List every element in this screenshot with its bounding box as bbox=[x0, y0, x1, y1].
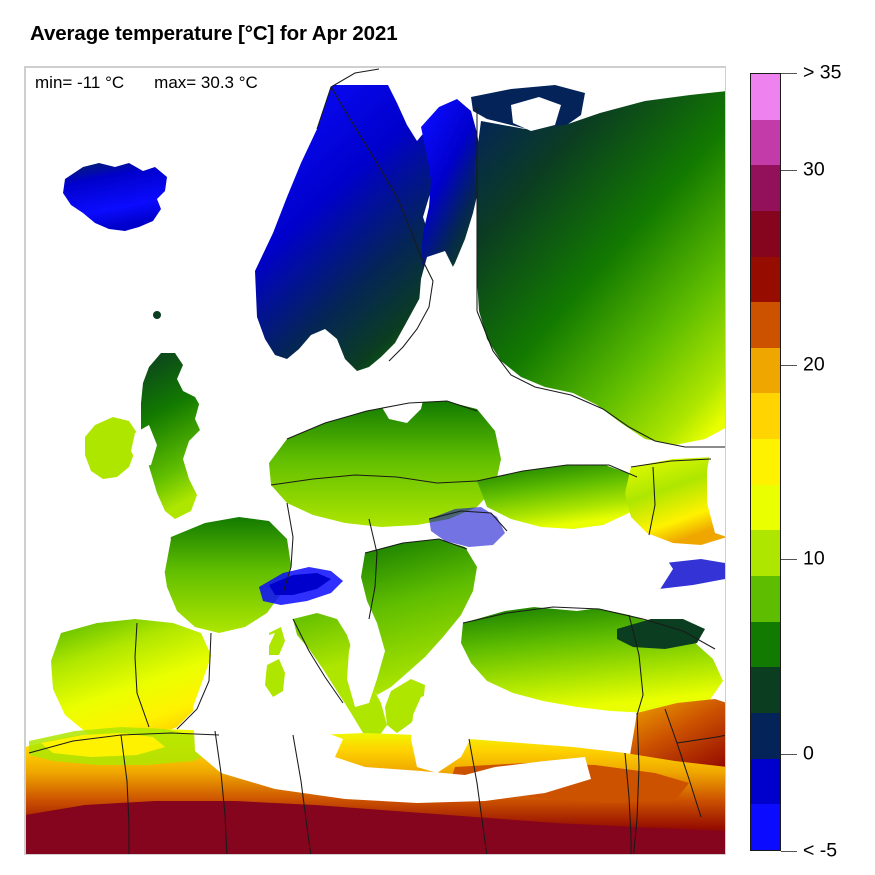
aegean-sea bbox=[411, 687, 477, 773]
colorbar-band-7 bbox=[751, 393, 780, 440]
land-greece-peninsula bbox=[385, 679, 425, 733]
land-faroe bbox=[153, 311, 161, 319]
land-sardinia bbox=[265, 659, 285, 697]
colorbar-band-5 bbox=[751, 302, 780, 348]
colorbar-tick-label-0: > 35 bbox=[803, 61, 842, 84]
colorbar: > 35 30 20 10 0 < -5 bbox=[750, 62, 842, 862]
colorbar-band-12 bbox=[751, 621, 780, 668]
colorbar-band-16 bbox=[751, 804, 780, 850]
colorbar-tick-label-1: 30 bbox=[803, 158, 825, 181]
colorbar-band-14 bbox=[751, 712, 780, 759]
gulf-bothnia bbox=[419, 251, 455, 325]
land-finland bbox=[421, 99, 481, 289]
map-stats: min= -11 °C max= 30.3 °C bbox=[35, 73, 258, 93]
bay-of-biscay bbox=[103, 523, 171, 597]
colorbar-band-1 bbox=[751, 119, 780, 166]
colorbar-tick-mark-4 bbox=[781, 753, 797, 755]
colorbar-band-0 bbox=[751, 74, 780, 120]
colorbar-tick-mark-2 bbox=[781, 364, 797, 366]
colorbar-tick-mark-5 bbox=[781, 851, 797, 852]
carpathians-cold-band bbox=[429, 507, 505, 547]
land-great-britain bbox=[141, 353, 203, 519]
land-ukraine bbox=[477, 465, 641, 529]
colorbar-band-11 bbox=[751, 576, 780, 622]
land-central-europe bbox=[269, 401, 501, 527]
adriatic-aegean-sea bbox=[347, 623, 385, 707]
land-caucasus bbox=[625, 457, 725, 545]
min-temperature-label: min= -11 °C bbox=[35, 73, 125, 92]
irish-sea bbox=[131, 425, 157, 467]
colorbar-band-4 bbox=[751, 256, 780, 303]
colorbar-band-9 bbox=[751, 484, 780, 531]
mediterranean-sea bbox=[193, 633, 591, 803]
colorbar-band-8 bbox=[751, 439, 780, 485]
colorbar-tick-mark-0 bbox=[781, 73, 797, 74]
land-france bbox=[163, 517, 291, 633]
colorbar-tick-label-5: < -5 bbox=[803, 839, 838, 862]
colorbar-tick-mark-1 bbox=[781, 170, 797, 172]
colorbar-tick-mark-3 bbox=[781, 559, 797, 561]
anatolia-cold-ridge bbox=[617, 619, 705, 649]
colorbar-band-3 bbox=[751, 210, 780, 257]
land-italy bbox=[293, 613, 387, 739]
atlas-core bbox=[41, 733, 165, 757]
colorbar-band-6 bbox=[751, 347, 780, 394]
colorbar-band-2 bbox=[751, 165, 780, 211]
colorbar-band-13 bbox=[751, 667, 780, 713]
land-ireland bbox=[85, 417, 137, 479]
colorbar-gradient bbox=[750, 73, 781, 851]
colorbar-band-10 bbox=[751, 530, 780, 577]
caspian-sea bbox=[707, 443, 725, 537]
country-borders bbox=[28, 68, 725, 854]
north-sea bbox=[195, 377, 293, 453]
colorbar-tick-label-3: 10 bbox=[803, 547, 825, 570]
atlantic-upper bbox=[25, 67, 725, 85]
sahara-core bbox=[25, 801, 725, 854]
colorbar-band-15 bbox=[751, 758, 780, 805]
colorbar-tick-label-4: 0 bbox=[803, 742, 814, 765]
atlantic-left bbox=[25, 367, 69, 627]
white-sea bbox=[511, 97, 561, 131]
land-scandinavia bbox=[255, 69, 455, 371]
colorbar-tick-label-2: 20 bbox=[803, 353, 825, 376]
page-title: Average temperature [°C] for Apr 2021 bbox=[30, 22, 398, 45]
baltic-sea bbox=[375, 349, 427, 423]
temperature-raster-map bbox=[25, 67, 725, 854]
land-iceland bbox=[63, 163, 167, 231]
map-panel[interactable]: min= -11 °C max= 30.3 °C bbox=[24, 66, 726, 855]
max-temperature-label: max= 30.3 °C bbox=[154, 73, 258, 92]
land-balkans bbox=[361, 539, 477, 695]
land-iberia bbox=[51, 619, 211, 741]
black-sea bbox=[485, 531, 673, 611]
land-russia-plain bbox=[475, 91, 725, 445]
